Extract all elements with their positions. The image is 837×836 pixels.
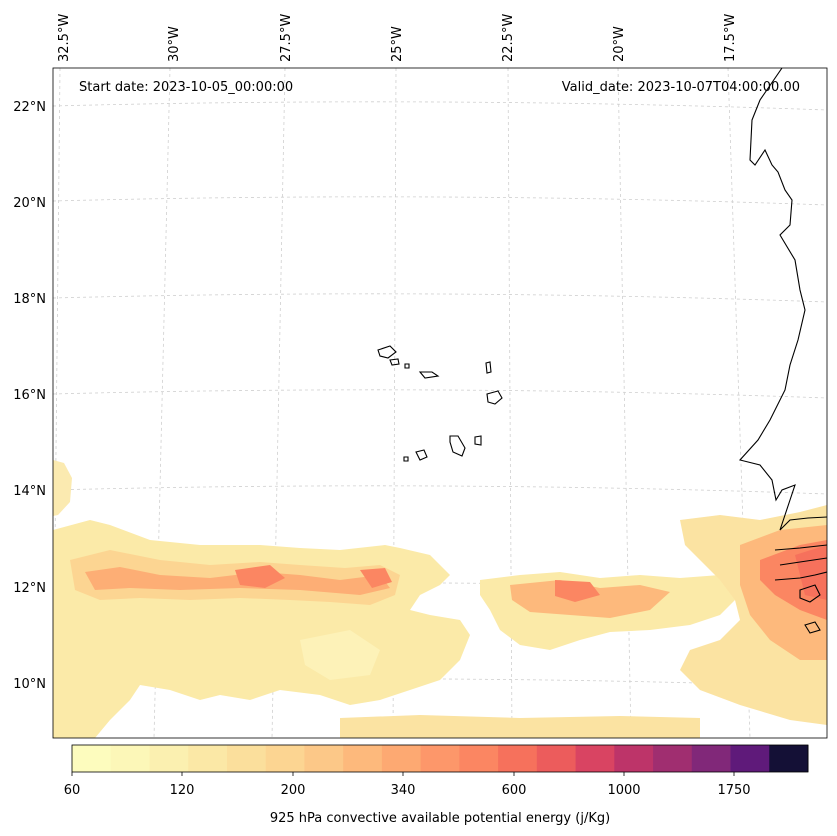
lat-label-16n: 16°N [13, 388, 46, 403]
cape-region-west-edge [53, 460, 72, 516]
colorbar-segment [769, 745, 809, 772]
lon-label-20w: 20°W [612, 26, 627, 62]
colorbar-segment [304, 745, 344, 772]
lat-label-20n: 20°N [13, 196, 46, 211]
island-fogo [415, 449, 428, 461]
island-santo-antao [377, 345, 397, 359]
colorbar-segment [730, 745, 770, 772]
colorbar-segment [653, 745, 693, 772]
colorbar-segment [188, 745, 228, 772]
map-frame [52, 67, 828, 739]
cape-field [53, 460, 827, 738]
colorbar-segment [459, 745, 499, 772]
africa-coastline [738, 68, 827, 531]
colorbar-segment [614, 745, 654, 772]
island-sal [485, 361, 492, 374]
lon-label-17-5w: 17.5°W [723, 14, 738, 62]
valid-date-label: Valid_date: 2023-10-07T04:00:00.00 [562, 80, 800, 95]
cape-region-south-lobe [300, 630, 380, 680]
lon-label-22-5w: 22.5°W [501, 14, 516, 62]
start-date-label: Start date: 2023-10-05_00:00:00 [79, 80, 293, 95]
latitude-labels: 22°N 20°N 18°N 16°N 14°N 12°N 10°N [13, 100, 46, 692]
colorbar-segment [149, 745, 189, 772]
lat-label-12n: 12°N [13, 581, 46, 596]
colorbar-segment [691, 745, 732, 772]
island-boa-vista [486, 390, 503, 405]
island-sao-vicente [389, 358, 400, 366]
lat-label-14n: 14°N [13, 484, 46, 499]
colorbar-segment [498, 745, 538, 772]
bijagos-islands [799, 584, 821, 634]
cb-tick-200: 200 [281, 783, 306, 798]
longitude-labels: 32.5°W 30°W 27.5°W 25°W 22.5°W 20°W 17.5… [57, 14, 738, 62]
colorbar-title: 925 hPa convective available potential e… [270, 811, 610, 826]
lon-label-25w: 25°W [390, 26, 405, 62]
lon-label-30w: 30°W [167, 26, 182, 62]
gambia-coastline [774, 544, 827, 581]
colorbar-segment [226, 745, 267, 772]
colorbar-frame [71, 744, 809, 773]
colorbar-segment [381, 745, 422, 772]
cb-tick-340: 340 [391, 783, 416, 798]
lon-label-32-5w: 32.5°W [57, 14, 72, 62]
cape-region-band-east-core [555, 580, 600, 602]
lat-label-22n: 22°N [13, 100, 46, 115]
colorbar [72, 745, 809, 772]
cape-region-hotspot-2 [360, 568, 392, 588]
colorbar-segment [343, 745, 383, 772]
cb-tick-1750: 1750 [717, 783, 750, 798]
island-santiago [449, 435, 466, 457]
cb-tick-600: 600 [502, 783, 527, 798]
colorbar-segment [110, 745, 150, 772]
cape-region-band-east-inner [510, 580, 670, 618]
island-brava [403, 456, 409, 462]
lon-label-27-5w: 27.5°W [279, 14, 294, 62]
coastlines [377, 68, 827, 634]
cb-tick-1000: 1000 [607, 783, 640, 798]
island-maio [474, 435, 482, 446]
lat-label-10n: 10°N [13, 677, 46, 692]
colorbar-segment [420, 745, 460, 772]
colorbar-segment [575, 745, 615, 772]
cb-tick-60: 60 [64, 783, 81, 798]
cape-region-band-west-core [85, 567, 390, 595]
cape-region-hotspot-1 [235, 565, 285, 588]
cape-region-south-strip [340, 715, 700, 738]
colorbar-tick-labels: 60 120 200 340 600 1000 1750 [64, 783, 751, 798]
colorbar-segment [265, 745, 305, 772]
cb-tick-120: 120 [170, 783, 195, 798]
island-sao-nicolau [418, 371, 440, 379]
colorbar-ticks [71, 772, 735, 776]
colorbar-segment [72, 745, 112, 772]
colorbar-segment [536, 745, 577, 772]
lat-label-18n: 18°N [13, 292, 46, 307]
island-santa-luzia [404, 363, 410, 369]
